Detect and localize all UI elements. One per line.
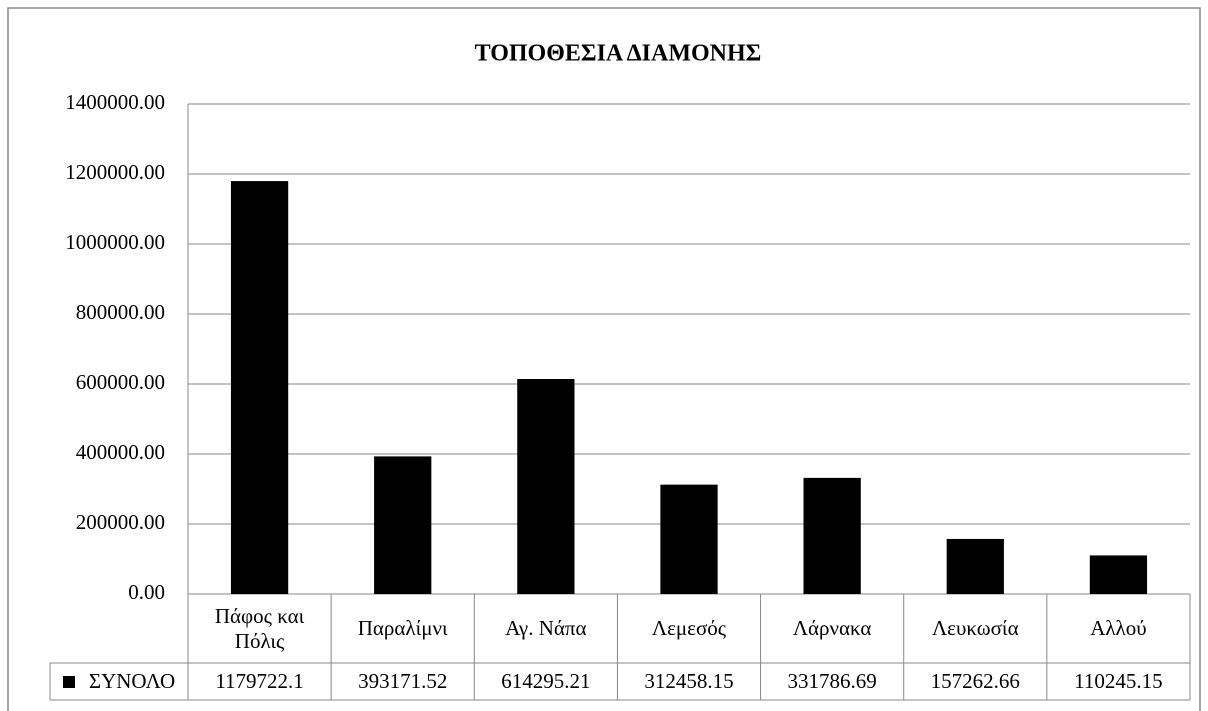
x-tick-label: Αλλού	[1090, 616, 1147, 640]
x-tick-label: Λάρνακα	[792, 616, 872, 640]
chart-title: ΤΟΠΟΘΕΣΙΑ ΔΙΑΜΟΝΗΣ	[475, 41, 762, 67]
x-tick-label: Πάφος και Πόλις	[214, 603, 305, 653]
legend-label: ΣΥΝΟΛΟ	[88, 669, 176, 693]
bar	[803, 477, 861, 594]
bar	[946, 538, 1004, 594]
bar	[374, 456, 432, 594]
bar	[517, 378, 575, 594]
bar	[660, 484, 718, 594]
y-tick-label: 400000.00	[76, 440, 165, 464]
y-tick-label: 1200000.00	[65, 160, 165, 184]
bar	[230, 181, 289, 594]
table-value: 312458.15	[644, 669, 734, 693]
y-tick-label: 600000.00	[76, 370, 165, 394]
table-value: 110245.15	[1074, 669, 1163, 693]
x-tick-label: Λεμεσός	[651, 616, 727, 640]
table-value: 331786.69	[787, 669, 877, 693]
table-value: 614295.21	[501, 669, 591, 693]
table-value: 393171.52	[358, 669, 448, 693]
table-value: 157262.66	[930, 669, 1020, 693]
y-tick-label: 1400000.00	[65, 90, 165, 114]
y-tick-label: 800000.00	[76, 300, 165, 324]
y-tick-label: 200000.00	[76, 510, 165, 534]
y-tick-label: 1000000.00	[65, 230, 165, 254]
x-tick-label: Παραλίμνι	[357, 616, 448, 640]
y-tick-label: 0.00	[128, 580, 165, 604]
table-value: 1179722.1	[215, 669, 304, 693]
x-tick-label: Αγ. Νάπα	[505, 616, 587, 640]
bar	[1089, 555, 1148, 594]
legend-key	[63, 676, 75, 688]
x-tick-label: Λευκωσία	[931, 616, 1019, 640]
chart-border	[7, 7, 1201, 711]
